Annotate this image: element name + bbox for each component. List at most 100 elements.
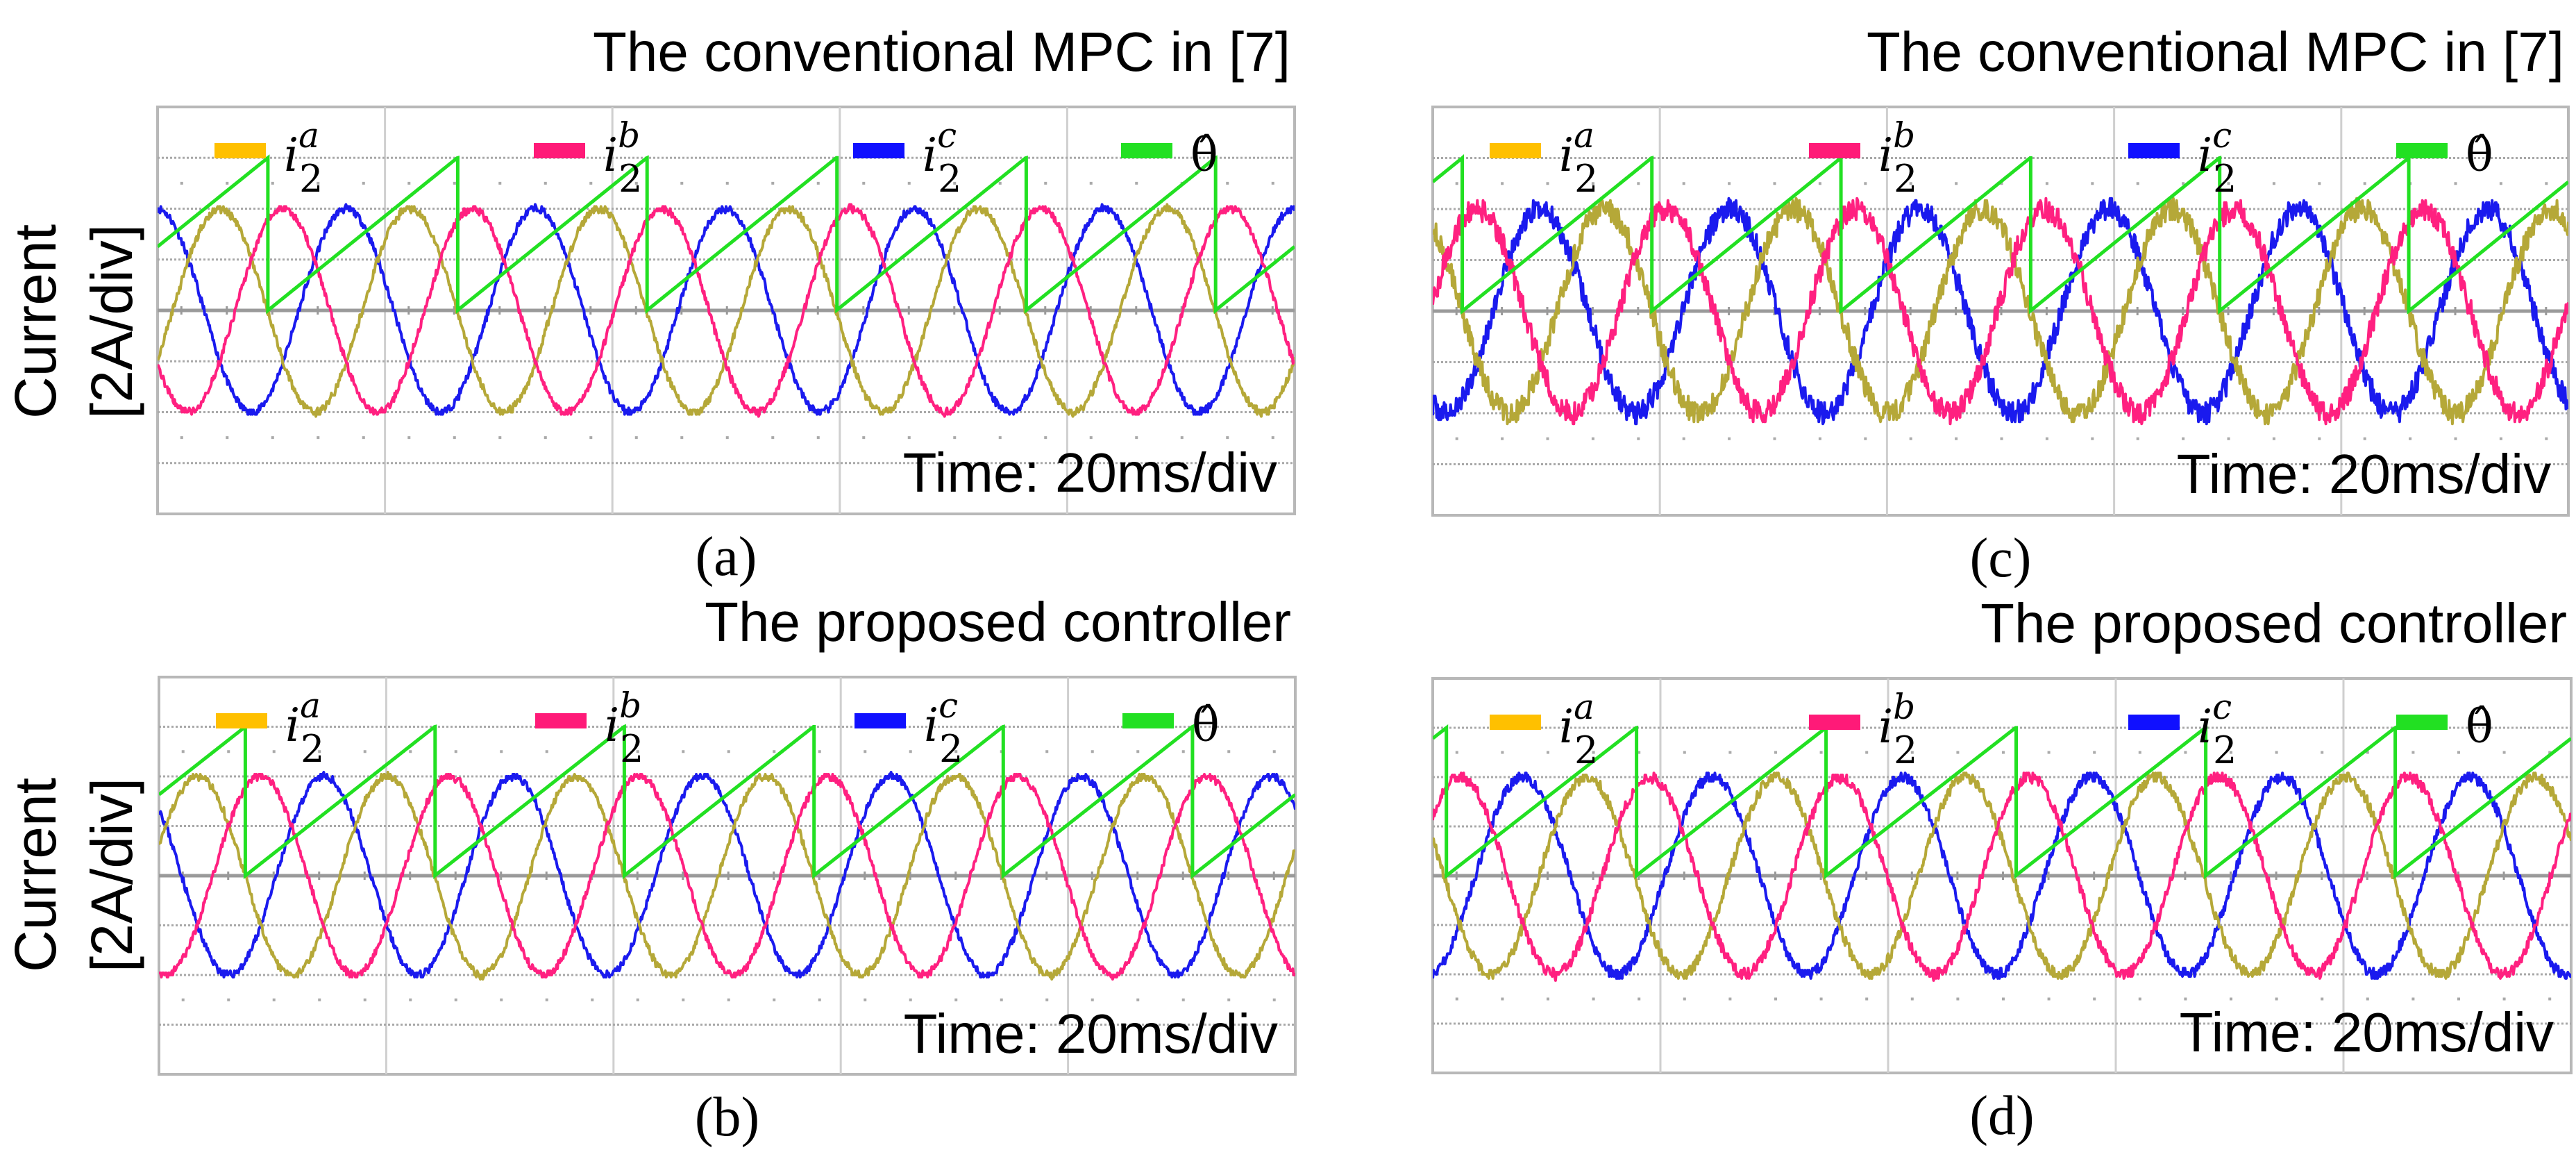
legend-label-base: i <box>1878 700 1893 753</box>
y-axis-label-line2: [2A/div] <box>79 778 144 972</box>
legend-swatch <box>1122 713 1174 728</box>
legend-label-base: i <box>924 699 938 752</box>
time-scale-label: Time: 20ms/div <box>2177 443 2551 505</box>
grid <box>158 676 1297 1076</box>
legend-swatch <box>853 143 904 158</box>
time-scale-label: Time: 20ms/div <box>904 1003 1278 1065</box>
legend-label-sub: 2 <box>1894 728 1917 772</box>
legend-item: θ̂ <box>1122 699 1220 752</box>
legend-label-base: i <box>1559 128 1574 182</box>
trace-i2c <box>1433 197 2568 426</box>
legend-label-sup: a <box>298 115 319 156</box>
panel-c: The conventional MPC in [7]ia 2 ib 2 ic 2 θ̂Ti… <box>1431 21 2570 589</box>
legend-label-base: θ̂ <box>1190 128 1218 182</box>
legend-swatch <box>1490 715 1541 730</box>
traces <box>1433 724 2571 982</box>
time-scale-label: Time: 20ms/div <box>903 442 1277 503</box>
legend-item: ia 2 <box>1490 687 1598 772</box>
legend-label: ic 2 <box>923 115 961 201</box>
legend-label-base: i <box>2198 128 2212 182</box>
trace-i2b <box>159 773 1295 981</box>
legend-label-sup: c <box>2212 687 2232 727</box>
y-axis-label-line2: [2A/div] <box>79 224 144 419</box>
traces <box>158 154 1295 418</box>
panel-caption: (d) <box>1969 1085 2034 1147</box>
legend-label-base: θ̂ <box>1192 699 1220 752</box>
legend: ia 2 ib 2 ic 2 θ̂ <box>1490 115 2493 201</box>
legend-item: ib 2 <box>535 685 643 771</box>
time-scale-label: Time: 20ms/div <box>2180 1001 2554 1063</box>
legend-label: θ̂ <box>1192 699 1220 752</box>
legend-item: ic 2 <box>2128 687 2237 772</box>
trace-i2b <box>1433 197 2568 426</box>
legend-label-sub: 2 <box>301 727 324 771</box>
legend-item: ia 2 <box>216 685 324 771</box>
legend-swatch <box>534 143 585 158</box>
legend-label-base: i <box>285 699 300 752</box>
legend-label: θ̂ <box>1190 128 1218 182</box>
legend-label: ia 2 <box>284 115 323 201</box>
legend-label-sub: 2 <box>299 157 323 201</box>
legend-swatch <box>1809 715 1860 730</box>
legend-label-sub: 2 <box>1574 728 1598 772</box>
trace-i2b <box>158 203 1295 418</box>
legend-label-sup: c <box>938 685 958 726</box>
legend-label: θ̂ <box>2466 128 2493 182</box>
grid <box>1431 677 2573 1074</box>
traces <box>159 723 1295 981</box>
trace-i2a <box>1433 772 2571 980</box>
legend-label-sub: 2 <box>2213 728 2237 772</box>
legend-swatch <box>1809 143 1860 158</box>
legend-item: ic 2 <box>855 685 963 771</box>
legend-label-sub: 2 <box>938 157 961 201</box>
legend-label-sup: b <box>1893 115 1915 156</box>
legend-label-base: i <box>923 128 937 182</box>
legend-label-base: i <box>2198 700 2212 753</box>
legend-label-sup: a <box>300 685 321 726</box>
legend-label-base: θ̂ <box>2466 128 2493 182</box>
legend-label: ia 2 <box>1559 687 1598 772</box>
legend-label-sup: b <box>1893 687 1915 727</box>
legend-item: θ̂ <box>2396 128 2493 182</box>
legend-label-sup: a <box>1574 115 1594 156</box>
legend: ia 2 ib 2 ic 2 θ̂ <box>1490 687 2493 772</box>
trace-theta-hat <box>158 154 1295 315</box>
legend-swatch <box>2128 143 2180 158</box>
traces <box>1433 153 2568 426</box>
legend-item: ic 2 <box>2128 115 2237 201</box>
panel-caption: (a) <box>696 526 757 588</box>
y-axis-label-top: Current [2A/div] <box>3 224 144 419</box>
legend-swatch <box>855 713 906 728</box>
legend-label: ic 2 <box>2198 687 2237 772</box>
legend-label-base: i <box>284 128 298 182</box>
legend-item: ic 2 <box>853 115 961 201</box>
legend-item: ib 2 <box>1809 687 1917 772</box>
legend-item: θ̂ <box>2396 700 2493 753</box>
trace-theta-hat <box>159 723 1295 880</box>
legend-item: ia 2 <box>214 115 323 201</box>
legend-label-sup: c <box>937 115 957 156</box>
chart-title: The proposed controller <box>705 591 1291 653</box>
legend-swatch <box>535 713 587 728</box>
trace-i2a <box>1433 197 2568 426</box>
trace-i2a <box>159 771 1295 981</box>
trace-theta-hat <box>1433 153 2568 315</box>
legend-label-sup: a <box>1574 687 1594 727</box>
legend-label: ic 2 <box>2198 115 2237 201</box>
legend-label-sub: 2 <box>939 727 963 771</box>
panel-a: The conventional MPC in [7]ia 2 ib 2 ic 2 θ̂Ti… <box>156 21 1296 588</box>
legend-label-base: θ̂ <box>2466 700 2493 753</box>
trace-i2c <box>158 203 1295 416</box>
legend-label-sub: 2 <box>1894 157 1917 201</box>
trace-i2c <box>1433 772 2571 980</box>
legend-label-sub: 2 <box>620 727 643 771</box>
trace-theta-hat <box>1433 724 2571 880</box>
legend-item: ia 2 <box>1490 115 1598 201</box>
legend-swatch <box>2396 143 2448 158</box>
legend-label-base: i <box>603 128 618 182</box>
legend-label: ia 2 <box>285 685 324 771</box>
legend-swatch <box>1490 143 1541 158</box>
